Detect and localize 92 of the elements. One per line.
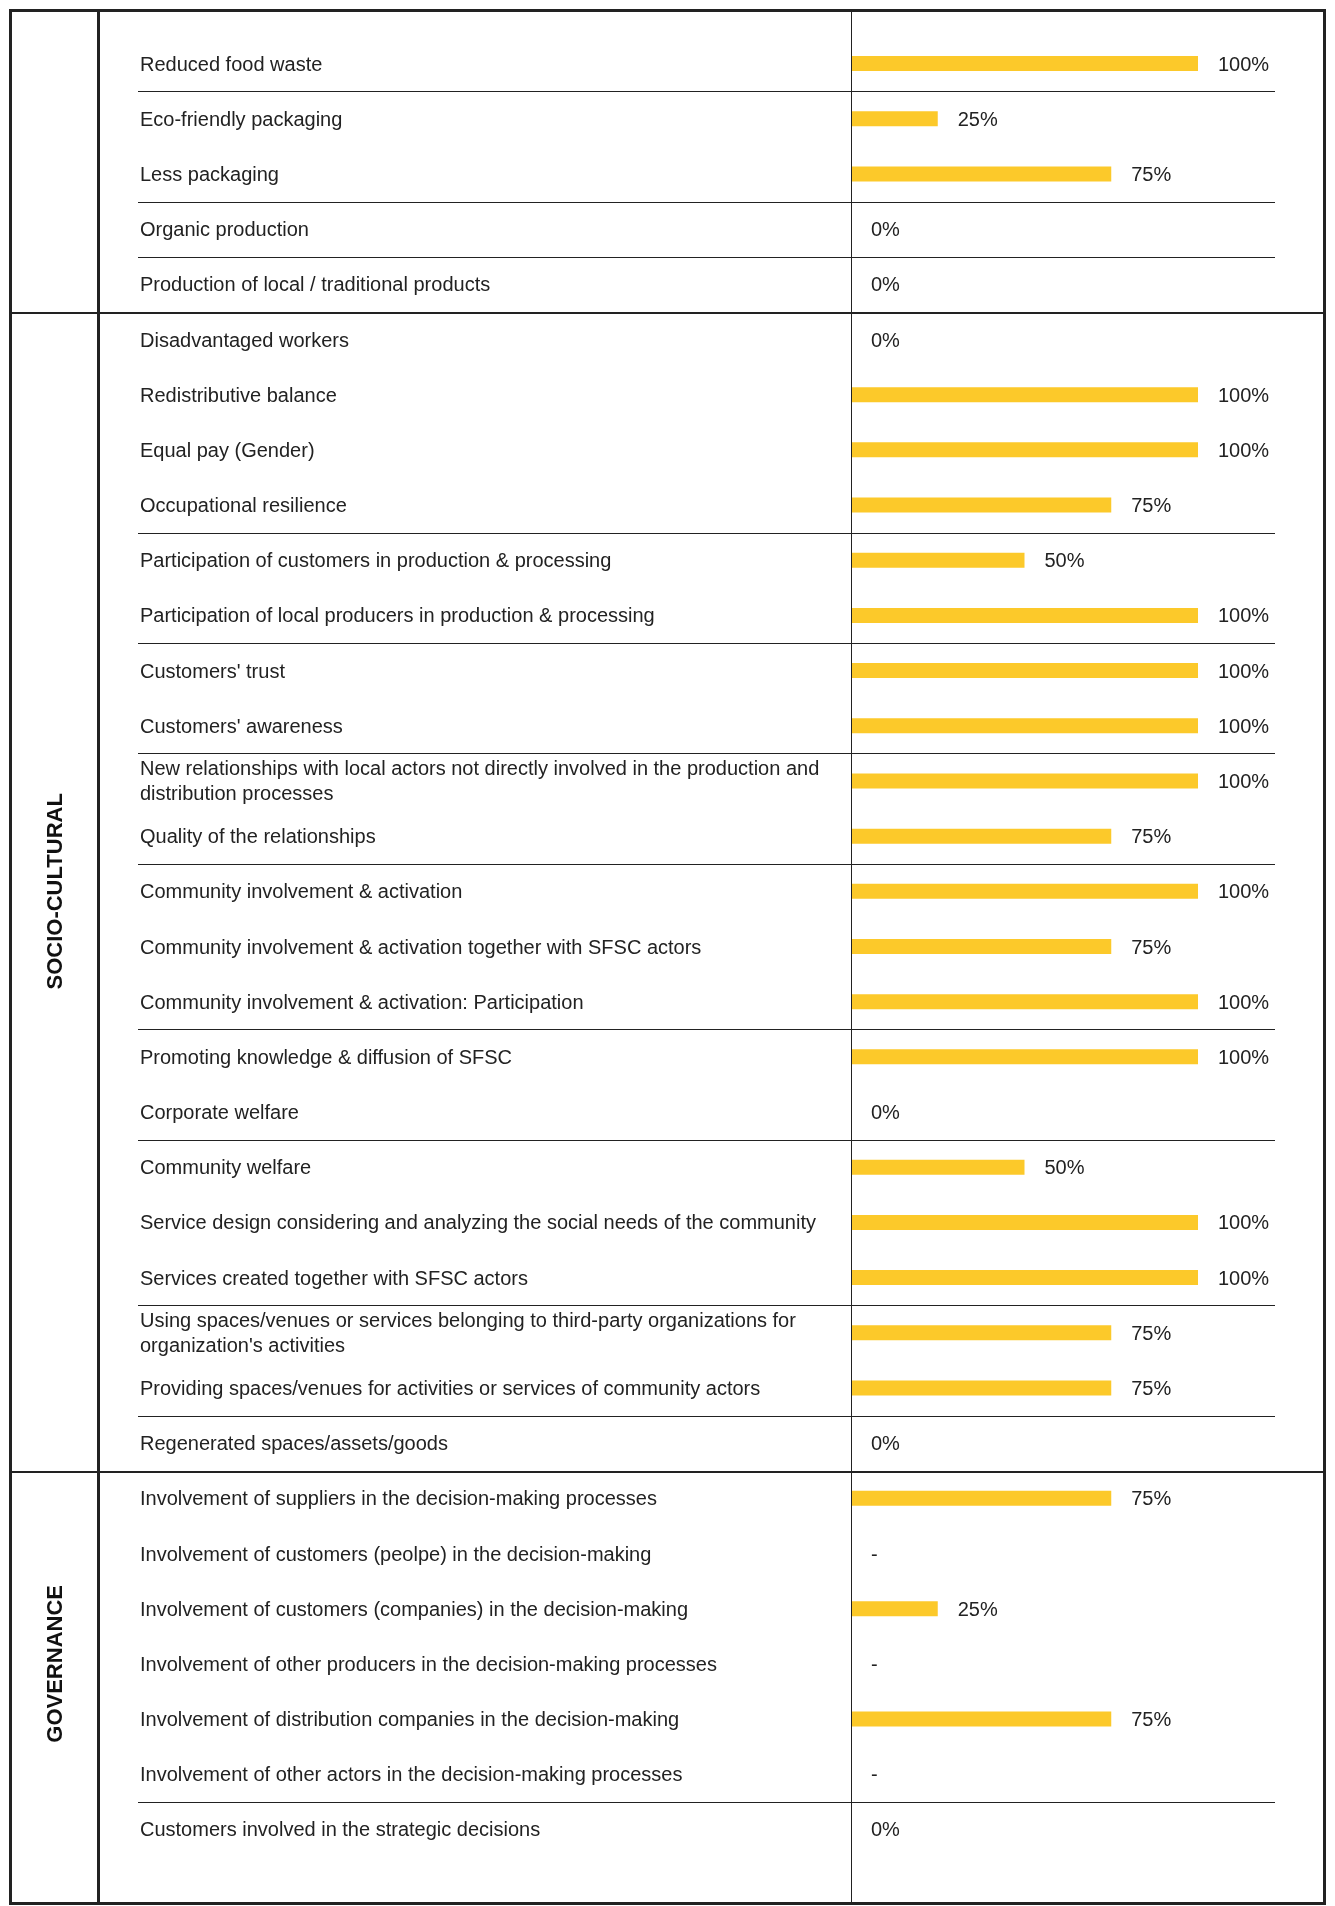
y-tick-label: Promoting knowledge & diffusion of SFSC — [140, 1045, 513, 1068]
data-label: 75% — [1131, 494, 1172, 517]
y-tick-label: Community involvement & activation: Participation — [140, 990, 584, 1013]
y-tick-label: Using spaces/venues or services belonging to third-party organizations for organization's activities — [140, 1309, 802, 1357]
bar — [851, 1601, 938, 1617]
bar — [851, 1159, 1025, 1175]
y-tick-label: Involvement of distribution companies in the decision-making — [140, 1708, 680, 1731]
text: - — [871, 1652, 878, 1675]
y-tick-label: New relationships with local actors not directly involved in the production and distribution processes — [140, 757, 825, 805]
bar — [851, 1380, 1112, 1396]
y-tick-label: Involvement of suppliers in the decision-making processes — [140, 1487, 657, 1510]
y-tick-label: Participation of customers in production & processing — [140, 549, 612, 572]
data-label: 100% — [1218, 659, 1270, 682]
data-label: 100% — [1218, 1211, 1270, 1234]
y-tick-label: Production of local / traditional products — [140, 273, 491, 296]
data-label: 100% — [1218, 990, 1270, 1013]
data-label: 75% — [1131, 825, 1172, 848]
data-label: 75% — [1131, 1487, 1172, 1510]
y-tick-label: Eco-friendly packaging — [140, 107, 343, 130]
data-label: 0% — [871, 1101, 901, 1124]
bar — [851, 883, 1198, 899]
data-label: 100% — [1218, 769, 1270, 792]
y-tick-label: Corporate welfare — [140, 1101, 299, 1124]
y-tick-label: Equal pay (Gender) — [140, 438, 315, 461]
bar — [851, 663, 1198, 679]
y-tick-label: Community involvement & activation together with SFSC actors — [140, 935, 702, 958]
text: SOCIO-CULTURAL — [41, 793, 67, 990]
y-tick-label: Involvement of other actors in the decision-making processes — [140, 1763, 683, 1786]
bar — [851, 442, 1198, 458]
y-tick-label: Reduced food waste — [140, 52, 323, 75]
y-tick-label: Community welfare — [140, 1156, 312, 1179]
data-label: 100% — [1218, 1045, 1270, 1068]
bar — [851, 387, 1198, 403]
bar — [851, 497, 1112, 513]
y-tick-label: Disadvantaged workers — [140, 328, 349, 351]
data-label: 25% — [957, 1597, 998, 1620]
data-label: 0% — [871, 1432, 901, 1455]
data-label: 100% — [1218, 383, 1270, 406]
text: GOVERNANCE — [41, 1585, 67, 1743]
bar — [851, 607, 1198, 623]
data-label: 75% — [1131, 1321, 1172, 1344]
data-label: 100% — [1218, 438, 1270, 461]
data-label: 0% — [871, 218, 901, 241]
bar — [851, 1049, 1198, 1065]
y-tick-label: Customers involved in the strategic decisions — [140, 1818, 541, 1841]
y-tick-label: Service design considering and analyzing the social needs of the community — [140, 1211, 816, 1234]
data-label: 75% — [1131, 935, 1172, 958]
data-label: 100% — [1218, 604, 1270, 627]
text: - — [871, 1542, 878, 1565]
bar — [851, 939, 1112, 954]
data-label: 75% — [1131, 162, 1172, 185]
bar — [851, 552, 1025, 568]
data-label: 50% — [1044, 549, 1085, 572]
y-tick-label: Regenerated spaces/assets/goods — [140, 1432, 448, 1455]
y-tick-label: Providing spaces/venues for activities or services of community actors — [140, 1376, 761, 1399]
data-label: 100% — [1218, 880, 1270, 903]
y-tick-label: Services created together with SFSC actors — [140, 1266, 528, 1289]
bar — [851, 718, 1198, 734]
data-label: 100% — [1218, 1266, 1270, 1289]
bar — [851, 828, 1112, 844]
y-tick-label: Customers' trust — [140, 659, 286, 682]
y-tick-label: Organic production — [140, 218, 309, 241]
data-label: 0% — [871, 328, 901, 351]
data-label: 50% — [1044, 1156, 1085, 1179]
bar — [851, 1270, 1198, 1286]
y-tick-label: Participation of local producers in production & processing — [140, 604, 655, 627]
data-label: 100% — [1218, 714, 1270, 737]
y-tick-label: Occupational resilience — [140, 494, 347, 517]
bar — [851, 1711, 1112, 1727]
bar — [851, 1325, 1112, 1341]
y-tick-label: Community involvement & activation — [140, 880, 463, 903]
data-label: 25% — [957, 107, 998, 130]
bar — [851, 111, 938, 127]
bar — [851, 56, 1198, 72]
data-label: 100% — [1218, 52, 1270, 75]
y-tick-label: Quality of the relationships — [140, 825, 376, 848]
y-tick-label: Redistributive balance — [140, 383, 337, 406]
bar — [851, 166, 1112, 182]
data-label: 75% — [1131, 1708, 1172, 1731]
bar — [851, 773, 1198, 789]
bar — [851, 1214, 1198, 1230]
y-tick-label: Customers' awareness — [140, 714, 343, 737]
y-tick-label: Involvement of other producers in the decision-making processes — [140, 1652, 717, 1675]
bar — [851, 1490, 1112, 1506]
bar — [851, 994, 1198, 1010]
data-label: 0% — [871, 1818, 901, 1841]
y-tick-label: Involvement of customers (peolpe) in the decision-making — [140, 1542, 652, 1565]
y-tick-label: Less packaging — [140, 162, 279, 185]
data-label: 75% — [1131, 1376, 1172, 1399]
text: - — [871, 1763, 878, 1786]
data-label: 0% — [871, 273, 901, 296]
y-tick-label: Involvement of customers (companies) in the decision-making — [140, 1597, 689, 1620]
